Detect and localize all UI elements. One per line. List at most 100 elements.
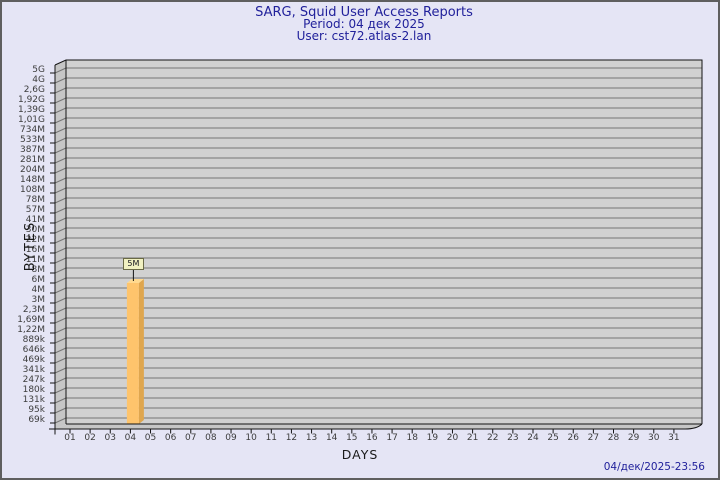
x-tick-label: 11 (265, 433, 278, 443)
y-tick-label: 1,39G (17, 105, 45, 115)
x-tick-label: 13 (305, 433, 318, 443)
bar-top-face (126, 279, 144, 283)
floor-3d (55, 424, 702, 429)
wall-gridline (54, 77, 67, 84)
x-tick-label: 31 (668, 433, 680, 443)
wall-gridline (54, 87, 67, 94)
x-tick-label: 30 (648, 433, 660, 443)
y-tick-label: 1,22M (17, 325, 45, 335)
x-tick-label: 14 (325, 433, 338, 443)
wall-gridline (54, 377, 67, 384)
wall-gridline (54, 367, 67, 374)
x-tick-label: 05 (144, 433, 157, 443)
wall-gridline (54, 207, 67, 214)
report-user: User: cst72.atlas-2.lan (296, 28, 432, 43)
y-tick-label: 387M (20, 145, 45, 155)
wall-gridline (54, 147, 67, 154)
x-tick-label: 19 (426, 433, 439, 443)
wall-gridline (54, 277, 67, 284)
wall-gridline (54, 267, 67, 274)
wall-gridline (54, 157, 67, 164)
wall-gridline (54, 197, 67, 204)
wall-3d (55, 60, 66, 429)
y-tick-label: 2,6G (23, 85, 45, 95)
x-tick-label: 26 (567, 433, 579, 443)
bar-side-face (138, 279, 144, 424)
x-tick-label: 15 (346, 433, 358, 443)
y-tick-label: 3M (31, 295, 46, 305)
x-tick-label: 22 (486, 433, 499, 443)
wall-gridline (54, 397, 67, 404)
y-tick-label: 8M (31, 265, 46, 275)
wall-gridline (54, 127, 67, 134)
wall-gridline (54, 317, 67, 324)
y-tick-label: 4M (31, 285, 46, 295)
wall-gridline (54, 257, 67, 264)
x-tick-label: 01 (64, 433, 76, 443)
x-tick-label: 28 (607, 433, 620, 443)
y-tick-label: 204M (20, 165, 45, 175)
x-tick-label: 07 (185, 433, 197, 443)
y-tick-label: 341k (22, 365, 45, 375)
bar-front-face (126, 283, 139, 424)
x-tick-label: 02 (84, 433, 96, 443)
wall-gridline (54, 67, 67, 74)
x-tick-label: 29 (627, 433, 640, 443)
wall-gridline (54, 167, 67, 174)
wall-gridline (54, 117, 67, 124)
y-tick-label: 30M (25, 225, 45, 235)
x-tick-label: 20 (446, 433, 459, 443)
report-period: Period: 04 дек 2025 (303, 17, 425, 31)
x-tick-label: 23 (507, 433, 519, 443)
x-tick-label: 04 (124, 433, 137, 443)
wall-gridline (54, 387, 67, 394)
wall-gridline (54, 237, 67, 244)
y-tick-label: 734M (20, 125, 45, 135)
y-tick-label: 1,92G (17, 95, 45, 105)
wall-gridline (54, 327, 67, 334)
wall-gridline (54, 417, 67, 424)
y-tick-label: 11M (25, 255, 45, 265)
x-tick-label: 24 (527, 433, 539, 443)
report-header: SARG, Squid User Access Reports Period: … (4, 6, 718, 43)
y-tick-label: 4G (32, 75, 45, 85)
wall-gridline (54, 287, 67, 294)
wall-gridline (54, 347, 67, 354)
y-tick-label: 41M (25, 215, 45, 225)
x-tick-label: 10 (245, 433, 257, 443)
y-tick-label: 69k (28, 415, 45, 425)
x-tick-label: 27 (587, 433, 600, 443)
y-tick-label: 57M (25, 205, 45, 215)
wall-gridline (54, 107, 67, 114)
x-tick-label: 21 (466, 433, 479, 443)
y-tick-label: 2,3M (22, 305, 45, 315)
wall-gridline (54, 137, 67, 144)
y-tick-label: 1,69M (17, 315, 45, 325)
y-tick-label: 533M (20, 135, 45, 145)
plot-border-top-right (54, 59, 703, 424)
wall-gridline (54, 297, 67, 304)
y-tick-label: 78M (25, 195, 45, 205)
wall-gridline (54, 307, 67, 314)
wall-gridline (54, 247, 67, 254)
y-tick-label: 22M (25, 235, 45, 245)
bar-value-label: 5M (122, 258, 144, 270)
plot-area (66, 60, 702, 424)
wall-gridline (54, 357, 67, 364)
y-tick-label: 16M (25, 245, 45, 255)
y-tick-label: 131k (22, 395, 45, 405)
x-tick-label: 08 (205, 433, 217, 443)
y-tick-label: 5G (32, 65, 45, 75)
wall-gridline (54, 337, 67, 344)
x-tick-label: 09 (225, 433, 237, 443)
x-tick-label: 18 (406, 433, 418, 443)
x-tick-label: 06 (164, 433, 177, 443)
y-tick-label: 6M (31, 275, 46, 285)
y-tick-label: 247k (22, 375, 45, 385)
wall-gridline (54, 407, 67, 414)
wall-gridline (54, 227, 67, 234)
x-tick-label: 12 (285, 433, 298, 443)
wall-gridline (54, 97, 67, 104)
